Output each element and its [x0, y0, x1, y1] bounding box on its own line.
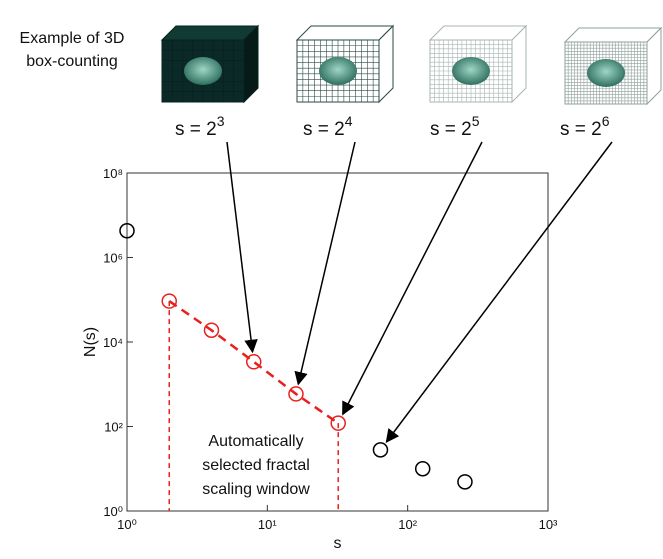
box-label-text: s = 2	[303, 119, 345, 140]
cube-side	[379, 26, 393, 102]
point	[373, 443, 387, 457]
x-tick-label: 10⁰	[117, 517, 137, 532]
cube-top	[297, 26, 393, 40]
y-tick-label: 10⁴	[103, 335, 123, 350]
y-tick-label: 10²	[104, 420, 123, 435]
brain	[452, 57, 490, 85]
cube-top	[162, 26, 258, 40]
box-label-text: s = 2	[175, 119, 217, 140]
point	[247, 355, 261, 369]
box-images	[162, 26, 661, 104]
brain	[587, 59, 625, 87]
box-label-exponent: 5	[472, 113, 480, 129]
window-label: Automatically	[208, 433, 303, 450]
cube-side	[244, 26, 258, 102]
box-label-exponent: 3	[217, 113, 225, 129]
box-label: s = 26	[560, 113, 610, 140]
cube-side	[647, 28, 661, 104]
x-tick-label: 10¹	[258, 517, 277, 532]
box-label-text: s = 2	[430, 119, 472, 140]
y-axis-label: N(s)	[82, 327, 99, 357]
point	[458, 475, 472, 489]
x-axis-label: s	[334, 535, 342, 552]
chart: Example of 3D box-counting 10⁰ 10¹ 10² 10³ 1…	[0, 0, 663, 554]
arrow	[298, 142, 355, 384]
box-label: s = 23	[175, 113, 225, 140]
box-label-exponent: 4	[345, 113, 353, 129]
window-label: scaling window	[202, 481, 310, 498]
arrow	[386, 142, 612, 442]
arrow	[343, 142, 482, 414]
cube-side	[512, 26, 526, 102]
box-label: s = 24	[303, 113, 353, 140]
brain	[319, 57, 357, 85]
y-tick-label: 10⁰	[103, 504, 123, 519]
point	[416, 462, 430, 476]
x-tick-label: 10³	[539, 517, 558, 532]
x-tick-label: 10²	[398, 517, 417, 532]
caption: box-counting	[26, 53, 118, 70]
window-label: selected fractal	[202, 457, 310, 474]
box-label: s = 25	[430, 113, 480, 140]
cube-top	[565, 28, 661, 42]
box-label-text: s = 2	[560, 119, 602, 140]
cube-top	[430, 26, 526, 40]
box-label-exponent: 6	[602, 113, 610, 129]
brain	[184, 57, 222, 85]
y-tick-label: 10⁶	[103, 251, 123, 266]
caption: Example of 3D	[20, 30, 125, 47]
y-tick-label: 10⁸	[103, 166, 123, 181]
